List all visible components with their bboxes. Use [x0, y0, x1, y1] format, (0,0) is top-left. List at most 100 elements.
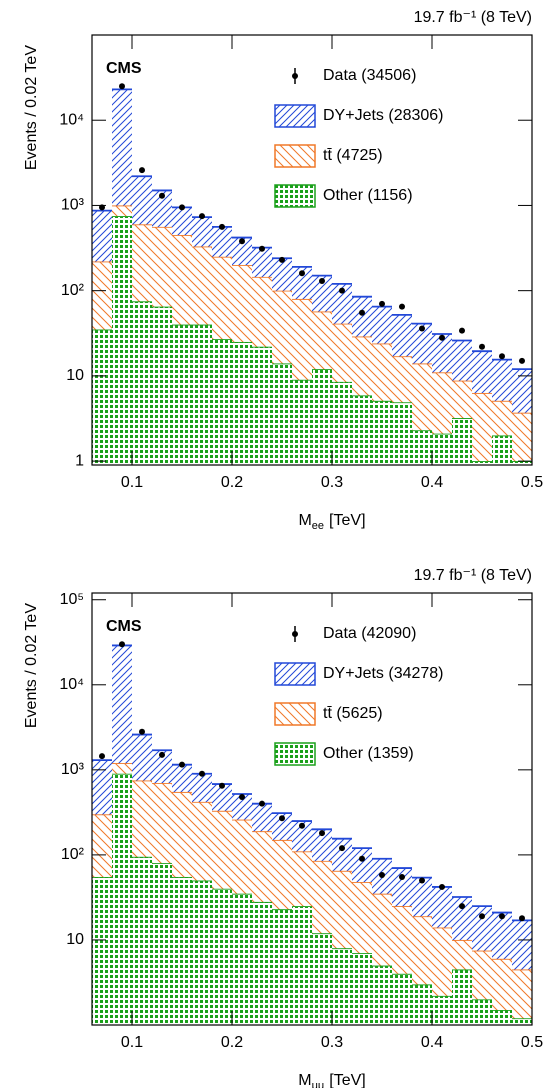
bar-segment — [452, 418, 472, 465]
data-point — [279, 256, 285, 263]
data-point — [459, 903, 465, 910]
luminosity: 19.7 fb⁻¹ (8 TeV) — [414, 567, 532, 584]
bar-segment — [372, 893, 392, 966]
bar-segment — [152, 306, 172, 465]
bar-segment — [472, 999, 492, 1025]
bar-segment — [432, 927, 452, 996]
data-point — [319, 277, 325, 284]
luminosity: 19.7 fb⁻¹ (8 TeV) — [414, 9, 532, 26]
bar-segment — [292, 851, 312, 907]
bar-segment — [472, 906, 492, 951]
bar-segment — [472, 392, 492, 462]
x-label-unit: [TeV] — [329, 512, 365, 529]
bar-segment — [212, 256, 232, 340]
x-tick-label: 0.2 — [221, 474, 243, 491]
bar-segment — [292, 821, 312, 852]
bar-segment — [252, 247, 272, 277]
experiment-label: CMS — [106, 60, 142, 77]
bar-segment — [292, 266, 312, 299]
bar-segment — [512, 369, 532, 413]
bar-segment — [132, 224, 152, 302]
bar-segment — [272, 909, 292, 1025]
bar-segment — [432, 995, 452, 1025]
bar-segment — [332, 283, 352, 324]
data-point — [439, 883, 445, 890]
bar-segment — [152, 750, 172, 784]
bar-segment — [372, 343, 392, 401]
x-tick-label: 0.1 — [121, 1034, 143, 1051]
bar-segment — [272, 290, 292, 364]
x-label-sub: μμ — [312, 1080, 325, 1088]
bar-segment — [352, 395, 372, 465]
data-point — [179, 204, 185, 211]
bar-segment — [252, 831, 272, 902]
bar-segment — [252, 346, 272, 465]
data-point — [479, 343, 485, 350]
legend-swatch — [274, 104, 316, 128]
bar-segment — [452, 340, 472, 381]
y-axis-label: Events / 0.02 TeV — [23, 45, 40, 170]
data-point — [379, 300, 385, 307]
bar-segment — [152, 783, 172, 864]
data-point — [219, 782, 225, 789]
data-point — [159, 751, 165, 758]
bar-segment — [172, 876, 192, 1025]
data-point — [499, 353, 505, 360]
bar-segment — [312, 369, 332, 465]
bar-segment — [172, 791, 192, 877]
bar-segment — [232, 341, 252, 465]
x-tick-label: 0.3 — [321, 1034, 343, 1051]
data-point — [259, 800, 265, 807]
bar-segment — [452, 896, 472, 940]
data-point — [419, 877, 425, 884]
data-point — [159, 192, 165, 199]
bar-segment — [472, 461, 492, 465]
bar-segment — [112, 205, 132, 217]
bar-segment — [372, 965, 392, 1025]
bar-segment — [472, 351, 492, 393]
bar-segment — [412, 363, 432, 431]
bar-segment — [432, 886, 452, 928]
bar-segment — [232, 819, 252, 894]
data-point — [279, 815, 285, 822]
bar-segment — [452, 380, 472, 419]
bar-segment — [512, 969, 532, 1019]
bar-segment — [512, 461, 532, 465]
legend-marker — [292, 73, 298, 79]
bar-segment — [92, 814, 112, 877]
bar-segment — [372, 400, 392, 465]
plot-frame — [91, 34, 533, 466]
bar-segment — [112, 763, 132, 774]
bar-segment — [372, 306, 392, 344]
bar-segment — [232, 237, 252, 266]
bar-segment — [232, 793, 252, 820]
y-tick-label: 10⁵ — [60, 591, 84, 608]
legend-swatch — [274, 662, 316, 686]
plot-frame — [91, 592, 533, 1026]
bar-segment — [412, 916, 432, 985]
data-point — [119, 641, 125, 648]
data-point — [239, 793, 245, 800]
bar-segment — [492, 400, 512, 436]
x-label-sub: ee — [312, 520, 324, 532]
legend-label: tt̄ (4725) — [323, 147, 383, 164]
bar-segment — [132, 176, 152, 225]
bar-segment — [232, 893, 252, 1025]
bar-segment — [392, 314, 412, 357]
legend-label: Other (1359) — [323, 745, 414, 762]
bar-segment — [432, 372, 452, 434]
x-label-unit: [TeV] — [329, 1072, 365, 1088]
bar-segment — [392, 906, 412, 974]
bar-segment — [112, 216, 132, 465]
bar-segment — [132, 856, 152, 1025]
bar-segment — [492, 359, 512, 401]
bar-segment — [272, 839, 292, 910]
data-point — [179, 761, 185, 768]
data-point — [399, 303, 405, 310]
y-tick-label: 10³ — [61, 197, 85, 214]
data-point — [439, 334, 445, 341]
bar-segment — [432, 334, 452, 373]
bar-segment — [312, 275, 332, 312]
x-axis-label: Mμμ [TeV] — [298, 1072, 365, 1088]
bar-segment — [132, 734, 152, 781]
